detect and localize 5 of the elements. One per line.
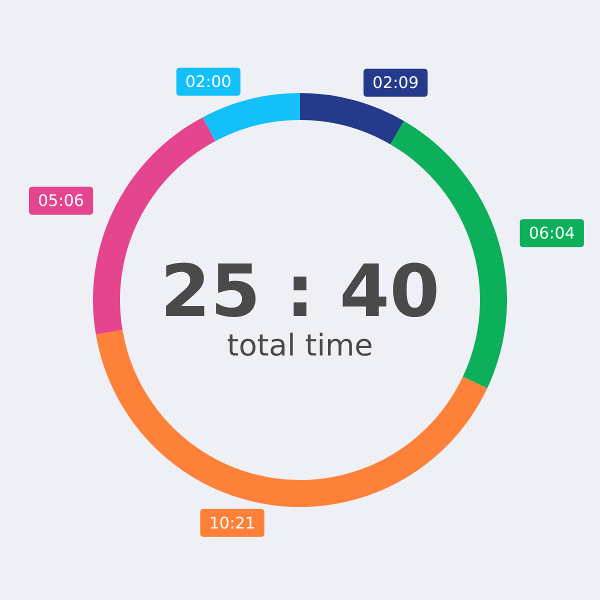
data-label: 10:21	[209, 513, 256, 532]
data-label: 02:00	[185, 72, 232, 92]
data-label: 05:06	[38, 191, 84, 210]
data-label: 06:04	[528, 224, 575, 243]
data-label: 02:09	[372, 73, 419, 92]
